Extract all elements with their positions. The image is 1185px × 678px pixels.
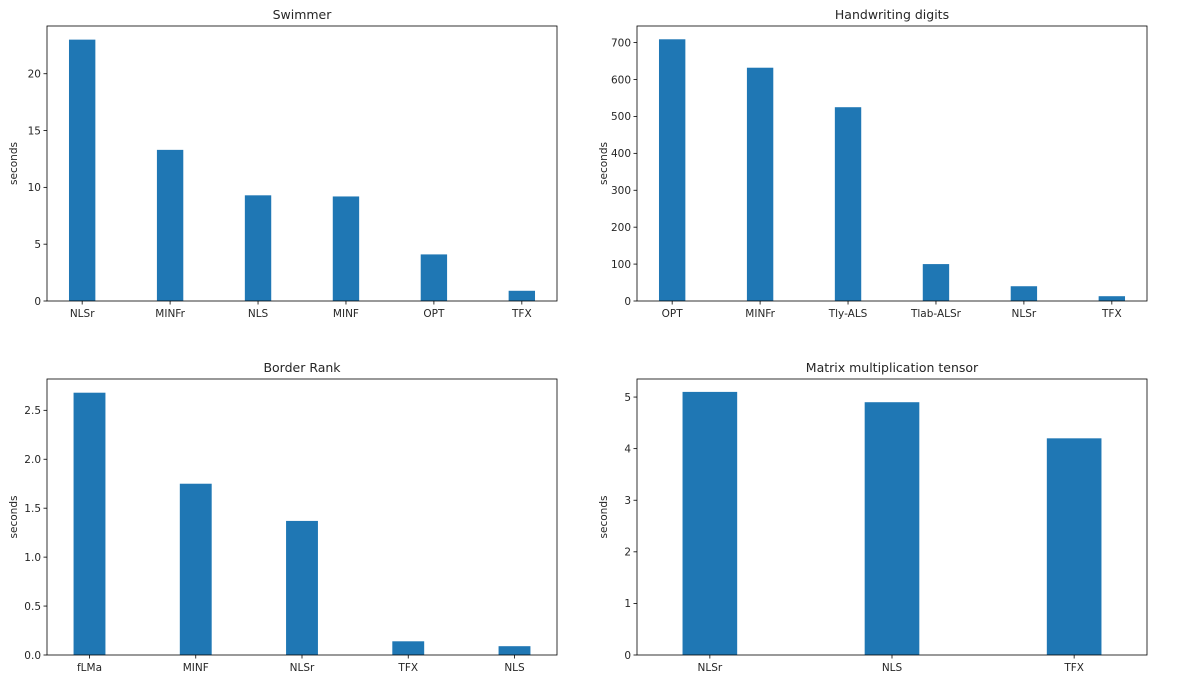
x-tick-label: OPT: [662, 308, 684, 320]
y-tick-label: 2.5: [24, 405, 41, 417]
y-tick-label: 100: [611, 259, 631, 271]
bar-MINFr: [156, 149, 184, 301]
y-tick-label: 0: [624, 650, 631, 662]
y-tick-label: 5: [624, 392, 631, 404]
bar-NLSr: [1010, 286, 1038, 301]
y-axis-label: seconds: [8, 142, 20, 185]
y-tick-label: 600: [611, 74, 631, 86]
bar-MINF: [179, 483, 212, 655]
x-tick-label: TFX: [397, 662, 418, 674]
bar-NLS: [864, 402, 920, 655]
x-tick-label: TFX: [1063, 662, 1084, 674]
y-tick-label: 0.0: [24, 650, 41, 662]
bar-NLS: [498, 646, 531, 655]
bar-NLS: [244, 195, 272, 301]
y-tick-label: 10: [28, 182, 41, 194]
chart-panel-1: 0 5 10 15 20 NLSr MINFr NLS MINF OPT TFX Swimmer sec…: [8, 7, 558, 320]
y-tick-label: 0: [624, 296, 631, 308]
bar-TFX: [392, 641, 425, 655]
x-tick-label: Tly-ALS: [828, 308, 868, 320]
y-tick-label: 500: [611, 111, 631, 123]
axes-frame: [46, 25, 558, 302]
y-tick-label: 4: [624, 443, 631, 455]
y-tick-label: 15: [28, 125, 41, 137]
axes-frame: [636, 25, 1148, 302]
bar-fLMa: [73, 392, 106, 655]
y-tick-label: 5: [34, 239, 41, 251]
chart-panel-4: 0 1 2 3 4 5 NLSr NLS TFX Matrix multiplication te…: [598, 360, 1148, 674]
chart-title: Handwriting digits: [835, 7, 949, 22]
bar-NLSr: [286, 520, 318, 655]
x-tick-label: NLSr: [1012, 308, 1037, 320]
x-tick-label: MINF: [183, 662, 209, 674]
bar-OPT: [658, 39, 686, 302]
x-tick-label: NLSr: [70, 308, 95, 320]
x-tick-label: NLS: [882, 662, 903, 674]
bar-TFX: [1098, 296, 1126, 301]
chart-panel-2: 0 100 200 300 400 500 600 700 OPT MINFr Tly-ALS Tla…: [598, 7, 1148, 320]
x-tick-label: TFX: [1101, 308, 1122, 320]
x-tick-label: MINFr: [155, 308, 185, 320]
x-tick-label: MINF: [333, 308, 359, 320]
chart-title: Matrix multiplication tensor: [806, 360, 979, 375]
x-tick-label: MINFr: [745, 308, 775, 320]
chart-title: Border Rank: [263, 360, 341, 375]
x-tick-label: TFX: [511, 308, 532, 320]
x-tick-label: OPT: [423, 308, 445, 320]
x-tick-label: NLS: [504, 662, 525, 674]
chart-panel-3: 0.0 0.5 1.0 1.5 2.0 2.5 fLMa MINF NLSr TFX NLS Bord…: [8, 360, 558, 674]
bar-MINFr: [746, 67, 774, 301]
y-tick-label: 1: [624, 598, 631, 610]
y-tick-label: 300: [611, 185, 631, 197]
bar-NLSr: [68, 39, 96, 302]
bar-MINF: [332, 196, 360, 301]
y-tick-label: 1.5: [24, 503, 41, 515]
y-tick-label: 200: [611, 222, 631, 234]
y-tick-label: 2: [624, 547, 631, 559]
y-tick-label: 3: [624, 495, 631, 507]
bar-OPT: [420, 254, 448, 301]
bar-Tly-ALS: [834, 107, 862, 301]
y-tick-label: 0: [34, 296, 41, 308]
y-axis-label: seconds: [8, 496, 20, 539]
x-tick-label: Tlab-ALSr: [910, 308, 962, 320]
x-tick-label: NLS: [248, 308, 269, 320]
y-tick-label: 400: [611, 148, 631, 160]
x-tick-label: fLMa: [77, 662, 102, 674]
bar-Tlab-ALSr: [922, 264, 950, 301]
y-tick-label: 700: [611, 37, 631, 49]
x-tick-label: NLSr: [698, 662, 723, 674]
y-tick-label: 20: [28, 69, 41, 81]
y-tick-label: 2.0: [24, 454, 41, 466]
bar-NLSr: [682, 391, 738, 655]
y-axis-label: seconds: [598, 496, 610, 539]
y-tick-label: 1.0: [24, 552, 41, 564]
y-tick-label: 0.5: [24, 601, 41, 613]
chart-title: Swimmer: [273, 7, 333, 22]
x-tick-label: NLSr: [290, 662, 315, 674]
bar-TFX: [1046, 438, 1102, 655]
bar-TFX: [508, 290, 536, 301]
y-axis-label: seconds: [598, 142, 610, 185]
